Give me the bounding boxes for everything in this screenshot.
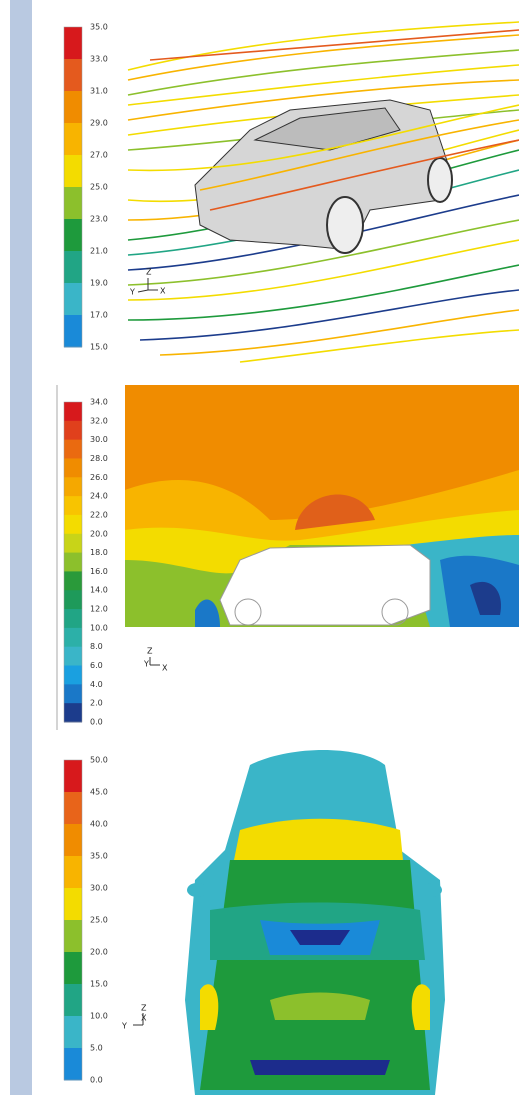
color-band: [64, 647, 82, 666]
surface-view: Z X Y: [121, 750, 445, 1095]
legend-label: 35.0: [90, 852, 108, 861]
legend-label: 28.0: [90, 454, 108, 463]
legend-label: 21.0: [90, 247, 108, 256]
color-band: [64, 59, 82, 92]
color-band: [64, 458, 82, 477]
axis-label: Y: [121, 1022, 127, 1031]
legend-label: 25.0: [90, 183, 108, 192]
legend-label: 20.0: [90, 948, 108, 957]
color-band: [64, 123, 82, 156]
legend-label: 40.0: [90, 820, 108, 829]
color-band: [64, 27, 82, 60]
axis-label: X: [162, 664, 168, 673]
legend-label: 0.0: [90, 718, 103, 727]
color-band: [64, 477, 82, 496]
color-band: [64, 792, 82, 825]
color-band: [64, 856, 82, 889]
axis-label: X: [141, 1014, 147, 1023]
color-band: [64, 684, 82, 703]
legend-label: 31.0: [90, 87, 108, 96]
color-band: [64, 496, 82, 515]
legend-label: 23.0: [90, 215, 108, 224]
legend-label: 34.0: [90, 398, 108, 407]
legend-label: 12.0: [90, 605, 108, 614]
axis-label: Z: [141, 1004, 147, 1013]
legend-label: 4.0: [90, 680, 103, 689]
color-band: [64, 760, 82, 793]
color-band: [64, 1016, 82, 1049]
contour-view: Z Y X: [125, 385, 519, 673]
legend-label: 10.0: [90, 623, 108, 632]
color-band: [64, 952, 82, 985]
legend-label: 22.0: [90, 510, 108, 519]
color-band: [64, 824, 82, 857]
legend-label: 50.0: [90, 756, 108, 765]
legend-label: 0.0: [90, 1076, 103, 1085]
color-band: [64, 888, 82, 921]
legend-label: 24.0: [90, 492, 108, 501]
axis-label: X: [160, 287, 166, 296]
color-band: [64, 440, 82, 459]
color-band: [64, 984, 82, 1017]
legend-label: 17.0: [90, 311, 108, 320]
color-band: [64, 219, 82, 252]
color-band: [64, 703, 82, 722]
legend-label: 30.0: [90, 884, 108, 893]
legend-label: 27.0: [90, 151, 108, 160]
legend-label: 2.0: [90, 699, 103, 708]
color-band: [64, 590, 82, 609]
color-band: [64, 666, 82, 685]
color-band: [64, 553, 82, 572]
color-band: [64, 515, 82, 534]
color-band: [64, 628, 82, 647]
axis-label: Y: [129, 288, 135, 297]
color-band: [64, 609, 82, 628]
legend-label: 20.0: [90, 529, 108, 538]
color-band: [64, 283, 82, 316]
legend-label: 5.0: [90, 1044, 103, 1053]
axis-label: Z: [147, 647, 153, 656]
legend-label: 29.0: [90, 119, 108, 128]
color-band: [64, 315, 82, 348]
legend-label: 33.0: [90, 55, 108, 64]
legend-label: 14.0: [90, 586, 108, 595]
legend-label: 26.0: [90, 473, 108, 482]
legend-label: 35.0: [90, 23, 108, 32]
color-band: [64, 155, 82, 188]
color-band: [64, 534, 82, 553]
axis-label: Z: [146, 268, 152, 277]
figure: Z Y X Z Y X Z X Y: [0, 0, 519, 1095]
side-strip: [10, 0, 32, 1095]
color-band: [64, 571, 82, 590]
color-band: [64, 91, 82, 124]
legend-label: 10.0: [90, 1012, 108, 1021]
axis-label: Y: [143, 660, 149, 669]
color-band: [64, 402, 82, 421]
legend-label: 15.0: [90, 980, 108, 989]
legend-label: 30.0: [90, 435, 108, 444]
legend-label: 16.0: [90, 567, 108, 576]
legend-label: 18.0: [90, 548, 108, 557]
streamline-view: Z Y X: [128, 22, 519, 362]
color-band: [64, 1048, 82, 1081]
color-band: [64, 920, 82, 953]
color-band: [64, 251, 82, 284]
color-band: [64, 187, 82, 220]
legend-label: 25.0: [90, 916, 108, 925]
legend-label: 15.0: [90, 343, 108, 352]
legend-label: 32.0: [90, 416, 108, 425]
color-band: [64, 421, 82, 440]
legend-label: 19.0: [90, 279, 108, 288]
legend-label: 6.0: [90, 661, 103, 670]
legend-label: 45.0: [90, 788, 108, 797]
legend-label: 8.0: [90, 642, 103, 651]
